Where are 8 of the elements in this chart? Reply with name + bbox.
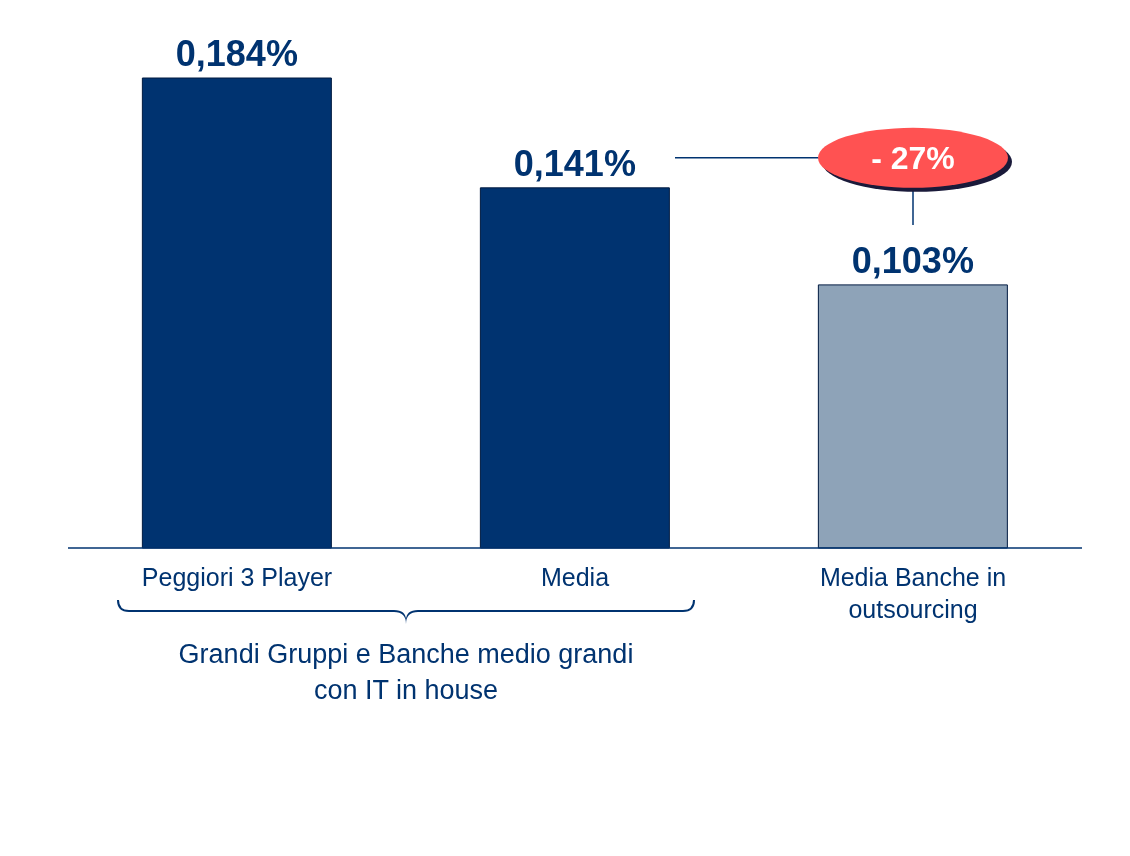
x-tick-label: Media Banche in outsourcing bbox=[819, 563, 1007, 623]
data-label: 0,103% bbox=[851, 239, 974, 281]
text: Grandi Gruppi e Banche medio grandi con IT in house bbox=[177, 638, 635, 707]
data-label: 0,184% bbox=[175, 33, 298, 74]
annotation: - 27% bbox=[871, 139, 955, 176]
x-tick-label: Peggiori 3 Player bbox=[141, 563, 333, 591]
data-label: 0,141% bbox=[513, 142, 636, 184]
x-tick-label: Media bbox=[540, 563, 610, 591]
